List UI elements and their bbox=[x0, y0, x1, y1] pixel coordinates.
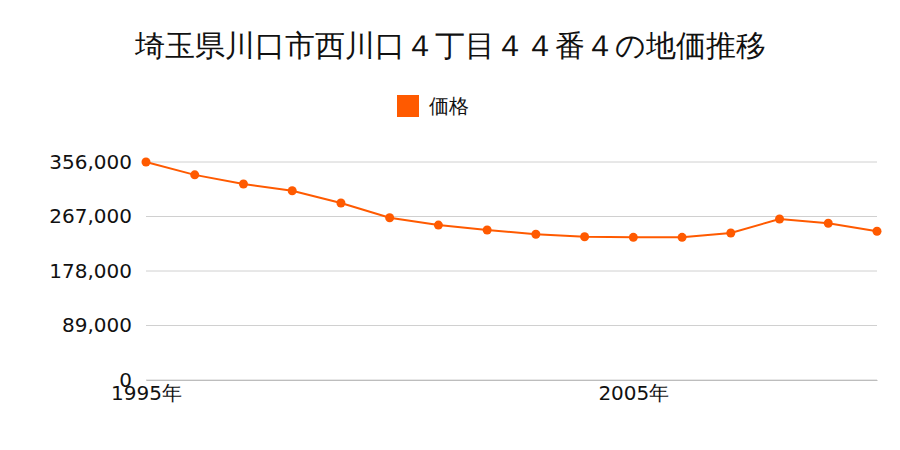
data-point bbox=[629, 233, 638, 242]
y-tick: 356,000 bbox=[49, 150, 146, 174]
legend-swatch bbox=[397, 95, 419, 117]
grid-line bbox=[146, 162, 877, 163]
chart: 埼玉県川口市西川口４丁目４４番４の地価推移089,000178,000267,0… bbox=[0, 0, 900, 450]
x-tick: 2005年 bbox=[598, 380, 669, 405]
y-tick-label: 267,000 bbox=[49, 204, 132, 228]
y-tick-label: 178,000 bbox=[49, 259, 132, 283]
y-axis: 089,000178,000267,000356,000 bbox=[49, 150, 146, 392]
data-point bbox=[239, 180, 248, 189]
data-point bbox=[483, 225, 492, 234]
x-axis-line bbox=[147, 380, 878, 381]
plot-area bbox=[142, 158, 882, 242]
y-tick: 89,000 bbox=[62, 313, 146, 337]
x-tick-label: 1995年 bbox=[111, 381, 182, 405]
grid bbox=[146, 162, 877, 380]
legend: 価格 bbox=[397, 94, 469, 118]
data-point bbox=[580, 232, 589, 241]
y-tick-label: 89,000 bbox=[62, 313, 132, 337]
data-point bbox=[190, 170, 199, 179]
data-point bbox=[678, 233, 687, 242]
x-tick-label: 2005年 bbox=[598, 381, 669, 405]
x-tick: 1995年 bbox=[111, 380, 182, 405]
data-point bbox=[531, 230, 540, 239]
title: 埼玉県川口市西川口４丁目４４番４の地価推移 bbox=[134, 28, 766, 63]
data-point bbox=[336, 199, 345, 208]
grid-line bbox=[146, 216, 877, 217]
data-point bbox=[775, 214, 784, 223]
data-point bbox=[873, 227, 882, 236]
x-axis: 1995年 2005年 bbox=[111, 380, 877, 405]
series-line bbox=[146, 162, 877, 237]
grid-line bbox=[146, 271, 877, 272]
grid-line bbox=[146, 380, 877, 381]
data-point bbox=[385, 213, 394, 222]
data-point bbox=[142, 158, 151, 167]
data-point bbox=[434, 221, 443, 230]
y-tick: 267,000 bbox=[49, 204, 146, 228]
data-point bbox=[726, 229, 735, 238]
data-point bbox=[288, 186, 297, 195]
grid-line bbox=[146, 325, 877, 326]
y-tick: 178,000 bbox=[49, 259, 146, 283]
data-point bbox=[824, 219, 833, 228]
legend-label: 価格 bbox=[429, 94, 469, 118]
y-axis-line bbox=[146, 163, 147, 381]
y-tick-label: 356,000 bbox=[49, 150, 132, 174]
